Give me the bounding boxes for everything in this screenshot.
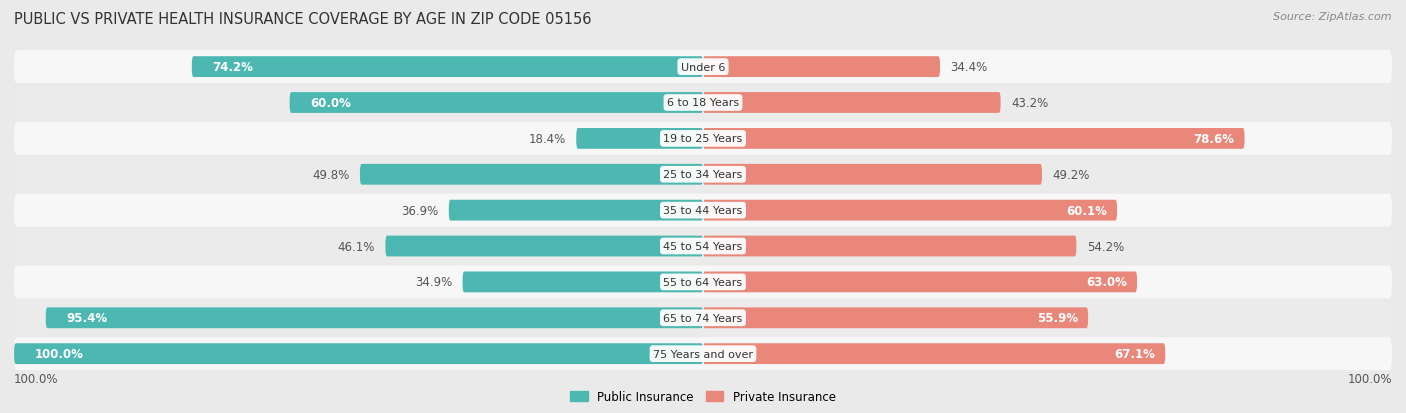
Text: Source: ZipAtlas.com: Source: ZipAtlas.com bbox=[1274, 12, 1392, 22]
FancyBboxPatch shape bbox=[14, 51, 1392, 84]
Text: 49.2%: 49.2% bbox=[1052, 169, 1090, 181]
Text: 49.8%: 49.8% bbox=[312, 169, 350, 181]
FancyBboxPatch shape bbox=[14, 266, 1392, 299]
Text: 100.0%: 100.0% bbox=[1347, 372, 1392, 385]
FancyBboxPatch shape bbox=[14, 344, 703, 364]
FancyBboxPatch shape bbox=[449, 200, 703, 221]
FancyBboxPatch shape bbox=[14, 230, 1392, 263]
Text: 60.1%: 60.1% bbox=[1066, 204, 1107, 217]
Text: 18.4%: 18.4% bbox=[529, 133, 565, 145]
Text: 36.9%: 36.9% bbox=[401, 204, 439, 217]
Text: 67.1%: 67.1% bbox=[1114, 347, 1154, 360]
FancyBboxPatch shape bbox=[703, 57, 941, 78]
FancyBboxPatch shape bbox=[290, 93, 703, 114]
Text: 34.4%: 34.4% bbox=[950, 61, 987, 74]
Text: 46.1%: 46.1% bbox=[337, 240, 375, 253]
Text: 74.2%: 74.2% bbox=[212, 61, 253, 74]
Text: 54.2%: 54.2% bbox=[1087, 240, 1123, 253]
FancyBboxPatch shape bbox=[703, 200, 1116, 221]
Text: 34.9%: 34.9% bbox=[415, 276, 453, 289]
FancyBboxPatch shape bbox=[14, 123, 1392, 156]
Text: 100.0%: 100.0% bbox=[35, 347, 83, 360]
FancyBboxPatch shape bbox=[191, 57, 703, 78]
Text: 6 to 18 Years: 6 to 18 Years bbox=[666, 98, 740, 108]
FancyBboxPatch shape bbox=[703, 272, 1137, 292]
Text: 63.0%: 63.0% bbox=[1085, 276, 1126, 289]
FancyBboxPatch shape bbox=[385, 236, 703, 257]
Text: 95.4%: 95.4% bbox=[66, 311, 107, 325]
Text: 25 to 34 Years: 25 to 34 Years bbox=[664, 170, 742, 180]
FancyBboxPatch shape bbox=[703, 129, 1244, 150]
Text: 75 Years and over: 75 Years and over bbox=[652, 349, 754, 359]
FancyBboxPatch shape bbox=[14, 158, 1392, 191]
Text: 65 to 74 Years: 65 to 74 Years bbox=[664, 313, 742, 323]
Text: 100.0%: 100.0% bbox=[14, 372, 59, 385]
FancyBboxPatch shape bbox=[703, 344, 1166, 364]
Text: 45 to 54 Years: 45 to 54 Years bbox=[664, 242, 742, 252]
Text: 35 to 44 Years: 35 to 44 Years bbox=[664, 206, 742, 216]
FancyBboxPatch shape bbox=[703, 93, 1001, 114]
FancyBboxPatch shape bbox=[576, 129, 703, 150]
Text: 55.9%: 55.9% bbox=[1036, 311, 1078, 325]
FancyBboxPatch shape bbox=[703, 164, 1042, 185]
Text: 43.2%: 43.2% bbox=[1011, 97, 1049, 110]
FancyBboxPatch shape bbox=[14, 194, 1392, 227]
Text: Under 6: Under 6 bbox=[681, 62, 725, 72]
FancyBboxPatch shape bbox=[703, 308, 1088, 328]
FancyBboxPatch shape bbox=[46, 308, 703, 328]
Text: 55 to 64 Years: 55 to 64 Years bbox=[664, 277, 742, 287]
Text: 78.6%: 78.6% bbox=[1194, 133, 1234, 145]
Text: 60.0%: 60.0% bbox=[311, 97, 352, 110]
FancyBboxPatch shape bbox=[14, 87, 1392, 120]
FancyBboxPatch shape bbox=[463, 272, 703, 292]
Text: PUBLIC VS PRIVATE HEALTH INSURANCE COVERAGE BY AGE IN ZIP CODE 05156: PUBLIC VS PRIVATE HEALTH INSURANCE COVER… bbox=[14, 12, 592, 27]
Text: 19 to 25 Years: 19 to 25 Years bbox=[664, 134, 742, 144]
FancyBboxPatch shape bbox=[703, 236, 1077, 257]
FancyBboxPatch shape bbox=[14, 301, 1392, 335]
FancyBboxPatch shape bbox=[14, 337, 1392, 370]
FancyBboxPatch shape bbox=[360, 164, 703, 185]
Legend: Public Insurance, Private Insurance: Public Insurance, Private Insurance bbox=[565, 385, 841, 408]
